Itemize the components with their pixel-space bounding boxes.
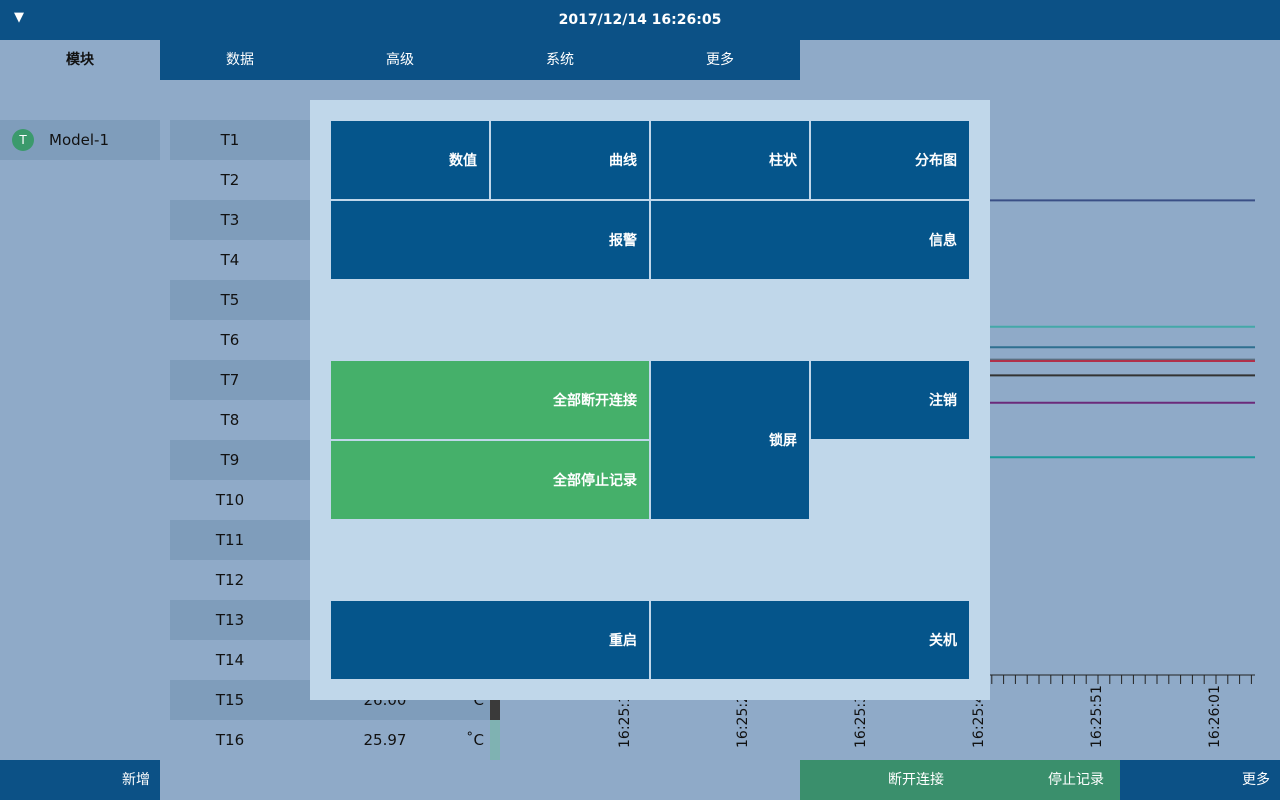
datetime-display: 2017/12/14 16:26:05 [558,12,722,28]
curve-view-label: 曲线 [609,153,637,169]
channel-name: T11 [215,531,245,549]
alarm-button[interactable]: 报警 [331,201,649,279]
distribution-view-button[interactable]: 分布图 [811,121,969,199]
channel-row[interactable]: T4 [170,240,500,280]
channel-name: T15 [215,691,245,709]
channel-row[interactable]: T16 25.97 ˚C [170,720,500,760]
sidebar-item-model-1[interactable]: T Model-1 [0,120,160,160]
main-tabs: 模块 数据 高级 系统 更多 [0,40,800,80]
channel-color-bar [490,700,500,720]
quick-menu-dialog: 数值 曲线 柱状 分布图 报警 信息 全部断开连接 全部停止记录 锁屏 注销 重… [310,100,990,700]
bar-view-button[interactable]: 柱状 [651,121,809,199]
channel-row[interactable]: T12 [170,560,500,600]
channel-name: T12 [215,571,245,589]
alarm-label: 报警 [609,233,637,249]
stop-record-button[interactable]: 停止记录 [1048,772,1104,788]
tab-system[interactable]: 系统 [546,52,574,68]
channel-value: 25.97 [363,731,407,749]
tab-more[interactable]: 更多 [706,52,734,68]
channel-name: T1 [220,131,240,149]
x-axis-tick-label: 16:26:01 [1207,685,1223,748]
x-axis-tick-label: 16:25:4 [971,694,987,748]
channel-name: T13 [215,611,245,629]
x-axis-tick-label: 16:25:3 [853,694,869,748]
more-button-label: 更多 [1242,772,1270,788]
stop-all-record-label: 全部停止记录 [553,473,637,489]
sidebar-item-label: Model-1 [49,131,109,149]
tab-data[interactable]: 数据 [226,52,254,68]
curve-view-button[interactable]: 曲线 [491,121,649,199]
channel-name: T14 [215,651,245,669]
restart-button[interactable]: 重启 [331,601,649,679]
channel-name: T4 [220,251,240,269]
channel-name: T8 [220,411,240,429]
channel-row[interactable]: T14 [170,640,500,680]
module-type-badge: T [12,129,34,151]
add-button[interactable]: 新增 [0,760,160,800]
disconnect-button[interactable]: 断开连接 [888,772,944,788]
tab-advanced[interactable]: 高级 [386,52,414,68]
shutdown-button[interactable]: 关机 [651,601,969,679]
trend-chart: 16:25:1 16:25:2 16:25:3 16:25:4 16:25:51 16:2… [617,199,1255,748]
more-button[interactable]: 更多 [1120,760,1280,800]
numeric-view-button[interactable]: 数值 [331,121,489,199]
channel-unit: ˚C [466,731,484,749]
connection-controls: 断开连接 停止记录 [800,760,1120,800]
x-axis-tick-label: 16:25:2 [735,694,751,748]
x-axis-tick-label: 16:25:51 [1089,685,1105,748]
x-axis-tick-label: 16:25:1 [617,694,633,748]
channel-name: T7 [220,371,240,389]
channel-row[interactable]: T10 [170,480,500,520]
dropdown-menu-icon[interactable]: ▼ [14,10,24,25]
logout-button[interactable]: 注销 [811,361,969,439]
channel-name: T16 [215,731,245,749]
lock-screen-label: 锁屏 [769,433,797,449]
channel-row[interactable]: T2 [170,160,500,200]
channel-name: T10 [215,491,245,509]
channel-name: T5 [220,291,240,309]
channel-color-bar [490,720,500,760]
channel-name: T9 [220,451,240,469]
tab-module[interactable]: 模块 [0,40,160,80]
channel-row[interactable]: T8 [170,400,500,440]
logout-label: 注销 [929,393,957,409]
channel-name: T3 [220,211,240,229]
disconnect-all-label: 全部断开连接 [553,393,637,409]
distribution-view-label: 分布图 [915,153,957,169]
stop-all-record-button[interactable]: 全部停止记录 [331,441,649,519]
top-bar: 2017/12/14 16:26:05 ▼ [0,0,1280,40]
disconnect-all-button[interactable]: 全部断开连接 [331,361,649,439]
channel-name: T6 [220,331,240,349]
info-label: 信息 [929,233,957,249]
numeric-view-label: 数值 [449,153,477,169]
channel-row[interactable]: T6 [170,320,500,360]
info-button[interactable]: 信息 [651,201,969,279]
restart-label: 重启 [609,633,637,649]
bar-view-label: 柱状 [769,153,797,169]
add-button-label: 新增 [122,772,150,788]
channel-name: T2 [220,171,240,189]
lock-screen-button[interactable]: 锁屏 [651,361,809,519]
bottom-bar: 新增 断开连接 停止记录 更多 [0,760,1280,800]
shutdown-label: 关机 [929,633,957,649]
